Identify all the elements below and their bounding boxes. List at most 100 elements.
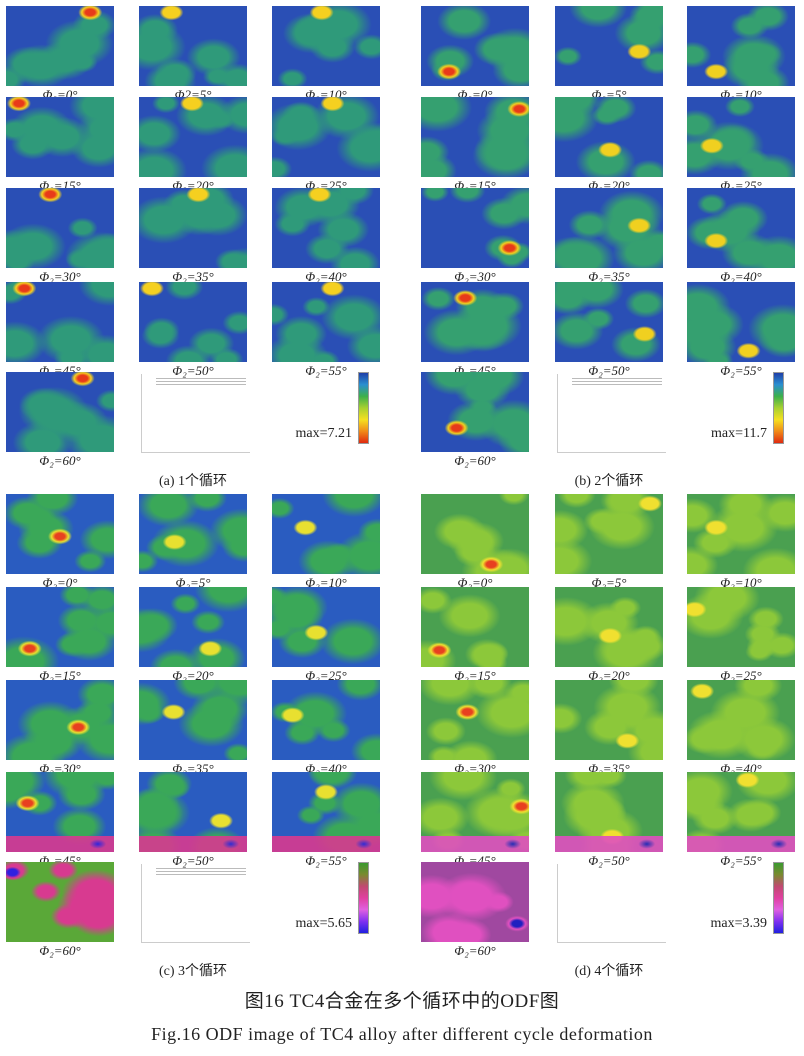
odf-section-map bbox=[555, 188, 663, 268]
overlay-strip bbox=[555, 836, 663, 852]
phi2-section-label: Φ₂=50° bbox=[588, 363, 630, 378]
odf-section-map bbox=[687, 587, 795, 667]
colorbar bbox=[358, 372, 369, 444]
odf-section-map bbox=[6, 494, 114, 574]
empty-plot-frame bbox=[557, 864, 666, 943]
odf-section-map bbox=[272, 188, 380, 268]
odf-section-map bbox=[139, 587, 247, 667]
subfigure-caption: (d) 4个循环 bbox=[574, 964, 644, 979]
overlay-strip bbox=[272, 836, 380, 852]
odf-section-map bbox=[421, 587, 529, 667]
colorbar bbox=[773, 372, 784, 444]
odf-section-map bbox=[555, 680, 663, 760]
phi2-section-label: Φ₂=0° bbox=[457, 575, 493, 590]
odf-section-map bbox=[6, 372, 114, 452]
phi2-section-label: Φ₂=25° bbox=[720, 668, 762, 683]
odf-section-map bbox=[421, 188, 529, 268]
odf-section-map bbox=[6, 862, 114, 942]
phi2-section-label: Φ₂=30° bbox=[454, 269, 496, 284]
odf-section-map bbox=[421, 772, 529, 852]
phi2-section-label: Φ₂=50° bbox=[172, 853, 214, 868]
max-value-label: max=3.39 bbox=[710, 916, 768, 931]
phi2-section-label: Φ₂=55° bbox=[720, 363, 762, 378]
odf-section-map bbox=[139, 494, 247, 574]
max-value-label: max=5.65 bbox=[295, 916, 353, 931]
phi2-section-label: Φ₂=50° bbox=[172, 363, 214, 378]
phi2-section-label: Φ₂=0° bbox=[42, 575, 78, 590]
phi2-section-label: Φ₂=60° bbox=[39, 453, 81, 468]
phi2-section-label: Φ₂=10° bbox=[720, 575, 762, 590]
phi2-section-label: Φ₂=15° bbox=[39, 668, 81, 683]
phi2-section-label: Φ₂=40° bbox=[720, 269, 762, 284]
subfigure-caption: (b) 2个循环 bbox=[574, 474, 644, 489]
odf-section-map bbox=[6, 680, 114, 760]
odf-section-map bbox=[272, 97, 380, 177]
odf-section-map bbox=[421, 372, 529, 452]
colorbar bbox=[358, 862, 369, 934]
odf-section-map bbox=[139, 97, 247, 177]
odf-section-map bbox=[6, 6, 114, 86]
phi2-section-label: Φ₂=55° bbox=[305, 363, 347, 378]
odf-section-map bbox=[687, 97, 795, 177]
odf-section-map bbox=[6, 772, 114, 852]
odf-section-map bbox=[421, 862, 529, 942]
odf-section-map bbox=[687, 188, 795, 268]
figure-caption-english: Fig.16 ODF image of TC4 alloy after diff… bbox=[151, 1024, 653, 1044]
empty-plot-frame bbox=[141, 374, 250, 453]
odf-section-map bbox=[139, 282, 247, 362]
odf-section-map bbox=[421, 282, 529, 362]
odf-section-map bbox=[6, 188, 114, 268]
phi2-section-label: Φ₂=10° bbox=[305, 575, 347, 590]
odf-section-map bbox=[6, 97, 114, 177]
phi2-section-label: Φ₂=55° bbox=[720, 853, 762, 868]
overlay-strip bbox=[687, 836, 795, 852]
odf-section-map bbox=[272, 772, 380, 852]
odf-section-map bbox=[139, 6, 247, 86]
max-value-label: max=11.7 bbox=[711, 426, 767, 441]
phi2-section-label: Φ₂=30° bbox=[39, 269, 81, 284]
odf-section-map bbox=[139, 772, 247, 852]
max-value-label: max=7.21 bbox=[295, 426, 353, 441]
odf-section-map bbox=[272, 680, 380, 760]
odf-section-map bbox=[272, 6, 380, 86]
overlay-strip bbox=[6, 836, 114, 852]
empty-plot-frame bbox=[557, 374, 666, 453]
phi2-section-label: Φ₂=60° bbox=[454, 943, 496, 958]
phi2-section-label: Φ₂=50° bbox=[588, 853, 630, 868]
odf-section-map bbox=[272, 587, 380, 667]
odf-section-map bbox=[687, 772, 795, 852]
overlay-strip bbox=[421, 836, 529, 852]
odf-section-map bbox=[139, 188, 247, 268]
phi2-section-label: Φ₂=60° bbox=[454, 453, 496, 468]
odf-section-map bbox=[687, 6, 795, 86]
phi2-section-label: Φ₂=20° bbox=[588, 668, 630, 683]
odf-section-map bbox=[421, 680, 529, 760]
odf-section-map bbox=[555, 587, 663, 667]
empty-plot-frame bbox=[141, 864, 250, 943]
subfigure-caption: (c) 3个循环 bbox=[158, 964, 228, 979]
odf-section-map bbox=[6, 282, 114, 362]
odf-section-map bbox=[687, 494, 795, 574]
odf-section-map bbox=[139, 680, 247, 760]
odf-section-map bbox=[6, 587, 114, 667]
odf-section-map bbox=[421, 494, 529, 574]
colorbar bbox=[773, 862, 784, 934]
odf-section-map bbox=[555, 494, 663, 574]
odf-section-map bbox=[272, 282, 380, 362]
odf-section-map bbox=[555, 772, 663, 852]
phi2-section-label: Φ₂=40° bbox=[305, 269, 347, 284]
odf-section-map bbox=[421, 97, 529, 177]
phi2-section-label: Φ₂=35° bbox=[588, 269, 630, 284]
phi2-section-label: Φ₂=55° bbox=[305, 853, 347, 868]
odf-section-map bbox=[555, 6, 663, 86]
phi2-section-label: Φ₂=20° bbox=[172, 668, 214, 683]
odf-section-map bbox=[555, 97, 663, 177]
odf-section-map bbox=[555, 282, 663, 362]
figure-caption-chinese: 图16 TC4合金在多个循环中的ODF图 bbox=[244, 991, 560, 1012]
odf-section-map bbox=[272, 494, 380, 574]
odf-section-map bbox=[687, 680, 795, 760]
phi2-section-label: Φ₂=5° bbox=[591, 575, 627, 590]
phi2-section-label: Φ₂=5° bbox=[175, 575, 211, 590]
overlay-strip bbox=[139, 836, 247, 852]
phi2-section-label: Φ₂=15° bbox=[454, 668, 496, 683]
